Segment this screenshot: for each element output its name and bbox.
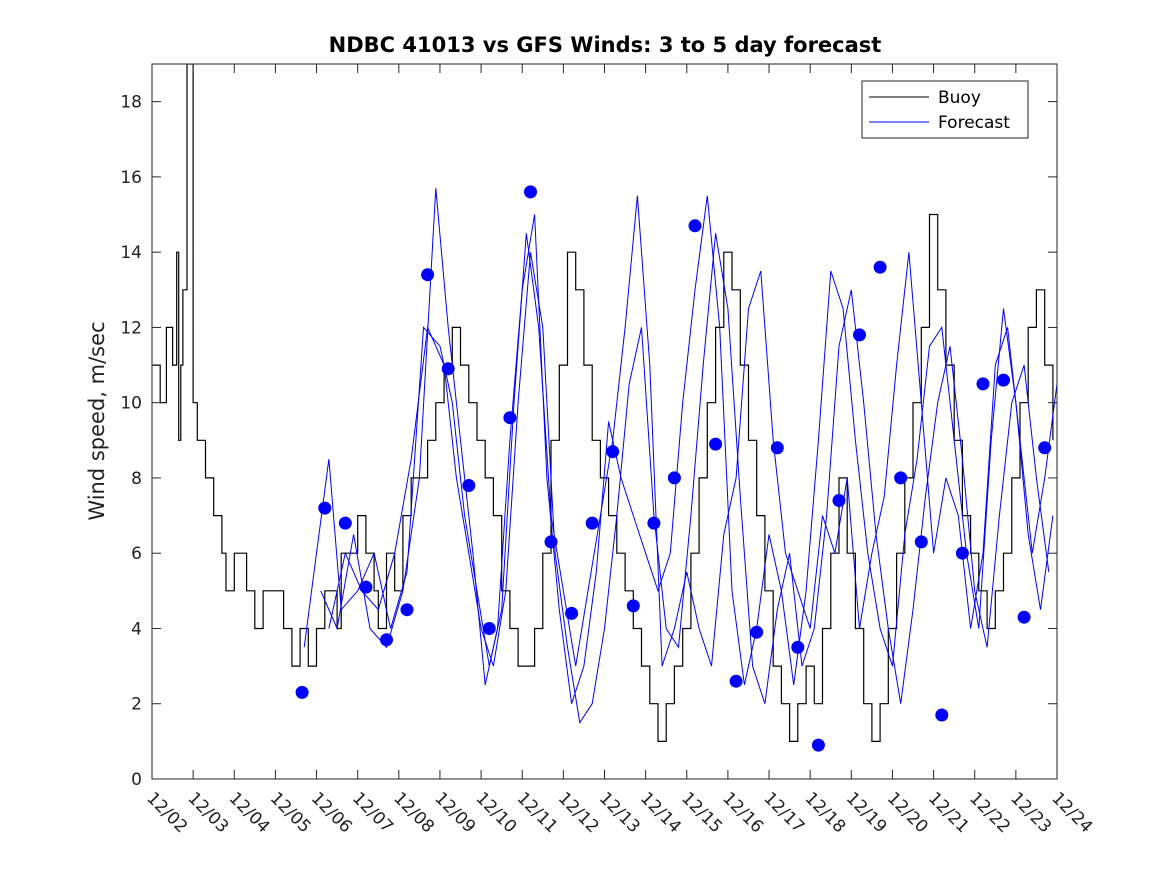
- forecast-point: [976, 377, 990, 391]
- y-tick-label: 12: [120, 318, 142, 338]
- forecast-point: [295, 685, 309, 699]
- forecast-point: [441, 362, 455, 376]
- forecast-point: [400, 603, 414, 617]
- chart-title: NDBC 41013 vs GFS Winds: 3 to 5 day fore…: [329, 33, 882, 57]
- forecast-point: [565, 606, 579, 620]
- forecast-point: [359, 580, 373, 594]
- y-tick-label: 16: [120, 168, 142, 188]
- forecast-point: [626, 599, 640, 613]
- y-axis-label: Wind speed, m/sec: [85, 321, 109, 520]
- forecast-point: [791, 640, 805, 654]
- buoy-series-line: [152, 64, 1054, 742]
- forecast-point: [955, 546, 969, 560]
- forecast-point: [482, 622, 496, 635]
- legend-buoy-label: Buoy: [938, 88, 981, 108]
- forecast-point: [524, 185, 537, 199]
- forecast-point: [853, 328, 866, 342]
- forecast-point: [462, 479, 476, 492]
- forecast-point: [1038, 441, 1052, 455]
- legend-forecast-label: Forecast: [938, 113, 1010, 133]
- forecast-point: [544, 535, 558, 549]
- forecast-point: [894, 471, 908, 485]
- forecast-point: [709, 437, 723, 451]
- y-tick-label: 4: [131, 619, 142, 639]
- forecast-point: [832, 494, 846, 507]
- forecast-point: [606, 445, 620, 459]
- forecast-point: [647, 516, 661, 530]
- y-tick-label: 10: [120, 394, 142, 414]
- forecast-point: [585, 516, 599, 530]
- forecast-point: [997, 373, 1010, 387]
- forecast-point: [873, 260, 887, 274]
- forecast-point: [811, 738, 825, 752]
- forecast-point: [318, 501, 332, 515]
- y-tick-label: 6: [131, 544, 142, 564]
- forecast-run-line-3: [328, 233, 1050, 724]
- y-tick-label: 14: [120, 243, 142, 263]
- legend: Buoy Forecast: [861, 80, 1029, 139]
- y-tick-label: 8: [131, 469, 142, 489]
- y-tick-label: 0: [131, 770, 142, 790]
- forecast-point: [421, 268, 435, 282]
- legend-box: [861, 80, 1029, 139]
- forecast-run-line-2: [320, 188, 1054, 704]
- series-group: [152, 64, 1057, 752]
- forecast-point: [729, 674, 743, 688]
- y-tick-label: 2: [131, 695, 142, 715]
- forecast-point: [503, 411, 517, 425]
- forecast-point: [667, 471, 681, 485]
- forecast-point: [1017, 610, 1031, 624]
- forecast-point: [750, 625, 764, 639]
- forecast-point: [770, 441, 784, 455]
- forecast-point: [338, 516, 352, 530]
- forecast-point: [688, 219, 702, 233]
- forecast-point: [380, 633, 393, 647]
- forecast-run-line-1: [303, 195, 1057, 667]
- y-tick-label: 18: [120, 93, 142, 113]
- forecast-point: [935, 708, 949, 722]
- forecast-point: [914, 535, 928, 549]
